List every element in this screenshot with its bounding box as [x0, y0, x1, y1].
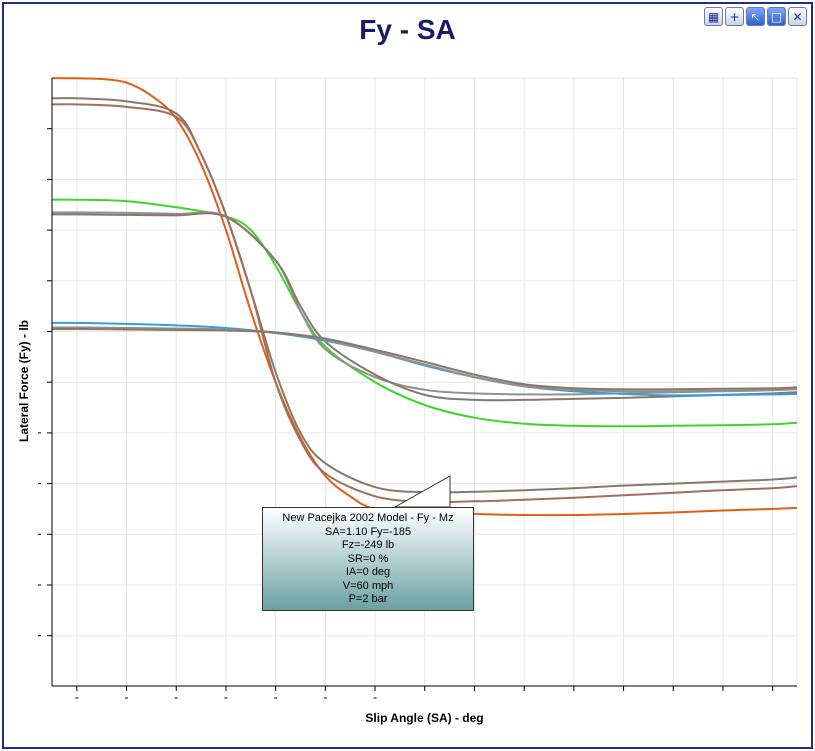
series-line-9 — [51, 327, 798, 391]
series-line-2 — [51, 97, 798, 494]
tooltip-line: New Pacejka 2002 Model - Fy - Mz — [282, 512, 454, 524]
tooltip-line: IA=0 deg — [345, 566, 391, 578]
palette-icon[interactable]: ▦ — [704, 7, 723, 26]
close-icon[interactable]: ✕ — [788, 7, 807, 26]
chart-title: Fy - SA — [359, 14, 456, 45]
series-lines — [51, 77, 798, 517]
tooltip-line: V=60 mph — [342, 579, 394, 592]
x-axis-label: Slip Angle (SA) - deg — [365, 711, 484, 725]
axis-ticks — [38, 128, 774, 699]
pointer-icon[interactable]: ↖ — [746, 7, 765, 26]
series-line-3 — [51, 103, 798, 504]
series-line-8 — [51, 326, 798, 393]
tooltip-line: P=2 bar — [348, 593, 388, 605]
chart-toolbar: ▦ + ↖ □ ✕ — [704, 7, 807, 26]
maximize-icon[interactable]: □ — [767, 7, 786, 26]
tooltip-line: Fz=-249 lb — [341, 539, 395, 551]
series-line-4 — [51, 198, 798, 428]
data-tooltip: New Pacejka 2002 Model - Fy - Mz SA=1.10… — [262, 507, 474, 611]
tooltip-line: SR=0 % — [347, 552, 389, 565]
y-axis-label: Lateral Force (Fy) - lb — [17, 319, 31, 443]
crosshair-icon[interactable]: + — [725, 7, 744, 26]
tooltip-line: SA=1.10 Fy=-185 — [324, 525, 412, 538]
